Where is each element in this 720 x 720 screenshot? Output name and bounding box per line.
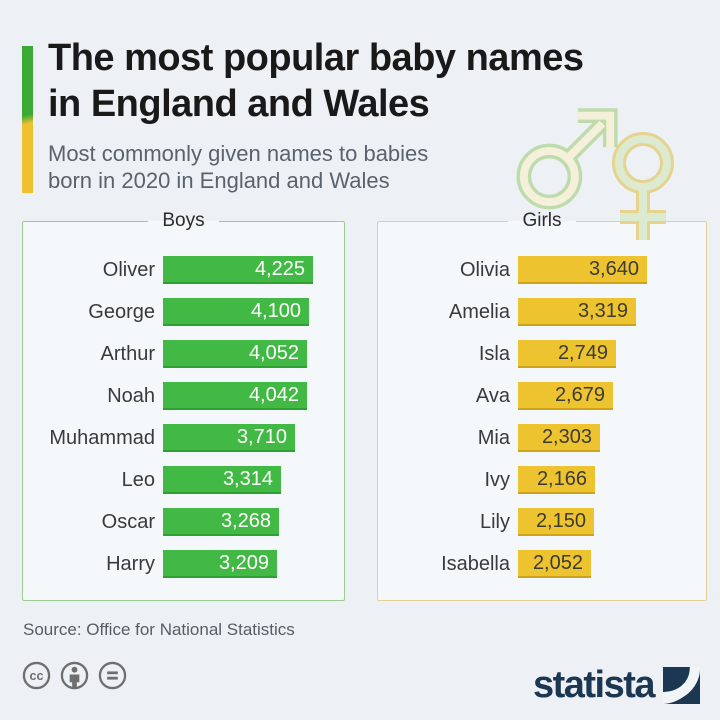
value-label: 3,209 <box>218 551 269 574</box>
source-text: Source: Office for National Statistics <box>23 620 295 639</box>
name-label: Oscar <box>101 510 155 533</box>
value-label: 3,710 <box>236 425 287 448</box>
subtitle-line-1: Most commonly given names to babies <box>48 141 429 166</box>
bar-row: Ava 2,679 <box>378 382 706 410</box>
value-label: 4,100 <box>250 299 301 322</box>
value-bar: 3,319 <box>518 298 636 326</box>
bar-row: Mia 2,303 <box>378 424 706 452</box>
value-bar: 2,150 <box>518 508 594 536</box>
value-label: 3,314 <box>222 467 273 490</box>
name-label: Isla <box>478 342 510 365</box>
girls-panel-legend: Girls <box>522 210 562 231</box>
value-label: 4,052 <box>248 341 299 364</box>
value-label: 3,319 <box>577 299 628 322</box>
value-bar: 3,710 <box>163 424 295 452</box>
page-title: The most popular baby names in England a… <box>48 36 584 127</box>
bar-row: George 4,100 <box>23 298 344 326</box>
title-line-1: The most popular baby names <box>48 37 584 79</box>
value-bar: 3,209 <box>163 550 277 578</box>
page-subtitle: Most commonly given names to babies born… <box>48 141 428 195</box>
bar-row: Isabella 2,052 <box>378 550 706 578</box>
bar-row: Ivy 2,166 <box>378 466 706 494</box>
value-label: 3,640 <box>588 257 639 280</box>
name-label: Ivy <box>484 468 510 491</box>
name-label: Lily <box>479 510 510 533</box>
name-label: Olivia <box>459 258 510 281</box>
value-bar: 4,225 <box>163 256 313 284</box>
value-label: 2,679 <box>554 383 605 406</box>
cc-icon: cc <box>22 661 51 690</box>
statista-logo-text: statista <box>532 664 656 706</box>
attribution-icon <box>60 661 89 690</box>
value-bar: 2,303 <box>518 424 600 452</box>
value-bar: 2,679 <box>518 382 613 410</box>
value-bar: 4,100 <box>163 298 309 326</box>
bar-row: Leo 3,314 <box>23 466 344 494</box>
equals-icon <box>98 661 127 690</box>
bar-row: Oliver 4,225 <box>23 256 344 284</box>
bar-row: Lily 2,150 <box>378 508 706 536</box>
value-bar: 2,166 <box>518 466 595 494</box>
girls-panel: Girls Olivia 3,640 Amelia 3,319 Isla 2,749 Ava… <box>377 210 707 601</box>
bar-row: Isla 2,749 <box>378 340 706 368</box>
name-label: Arthur <box>100 342 155 365</box>
statista-logo: statista <box>533 666 700 704</box>
svg-text:cc: cc <box>30 669 44 683</box>
value-label: 3,268 <box>220 509 271 532</box>
value-bar: 3,640 <box>518 256 647 284</box>
name-label: Muhammad <box>49 426 155 449</box>
title-line-2: in England and Wales <box>48 82 430 125</box>
name-label: Amelia <box>448 300 510 323</box>
bar-row: Amelia 3,319 <box>378 298 706 326</box>
name-label: Harry <box>106 552 155 575</box>
value-label: 4,042 <box>248 383 299 406</box>
value-label: 2,303 <box>541 425 592 448</box>
value-bar: 2,749 <box>518 340 616 368</box>
boys-bar-list: Oliver 4,225 George 4,100 Arthur 4,052 Noah 4,0… <box>23 256 344 578</box>
boys-panel-legend: Boys <box>162 210 205 231</box>
name-label: Mia <box>477 426 510 449</box>
bar-row: Oscar 3,268 <box>23 508 344 536</box>
bar-row: Harry 3,209 <box>23 550 344 578</box>
boys-panel: Boys Oliver 4,225 George 4,100 Arthur 4,052 No… <box>22 210 345 601</box>
name-label: George <box>88 300 155 323</box>
value-label: 4,225 <box>254 257 305 280</box>
value-bar: 4,052 <box>163 340 307 368</box>
name-label: Isabella <box>441 552 510 575</box>
value-bar: 3,314 <box>163 466 281 494</box>
value-label: 2,749 <box>557 341 608 364</box>
bar-row: Olivia 3,640 <box>378 256 706 284</box>
value-bar: 3,268 <box>163 508 279 536</box>
female-icon <box>612 132 674 240</box>
girls-bar-list: Olivia 3,640 Amelia 3,319 Isla 2,749 Ava 2,679 M… <box>378 256 706 578</box>
bar-row: Noah 4,042 <box>23 382 344 410</box>
bar-row: Muhammad 3,710 <box>23 424 344 452</box>
name-label: Ava <box>475 384 510 407</box>
title-accent-bar <box>22 46 33 193</box>
value-label: 2,052 <box>532 551 583 574</box>
name-label: Leo <box>121 468 155 491</box>
creative-commons-icons: cc <box>21 660 128 691</box>
statista-logo-icon <box>663 666 700 704</box>
value-bar: 2,052 <box>518 550 591 578</box>
value-label: 2,150 <box>535 509 586 532</box>
name-label: Oliver <box>102 258 155 281</box>
name-label: Noah <box>107 384 155 407</box>
male-icon <box>516 108 618 210</box>
value-bar: 4,042 <box>163 382 307 410</box>
subtitle-line-2: born in 2020 in England and Wales <box>48 167 390 193</box>
bar-row: Arthur 4,052 <box>23 340 344 368</box>
value-label: 2,166 <box>536 467 587 490</box>
